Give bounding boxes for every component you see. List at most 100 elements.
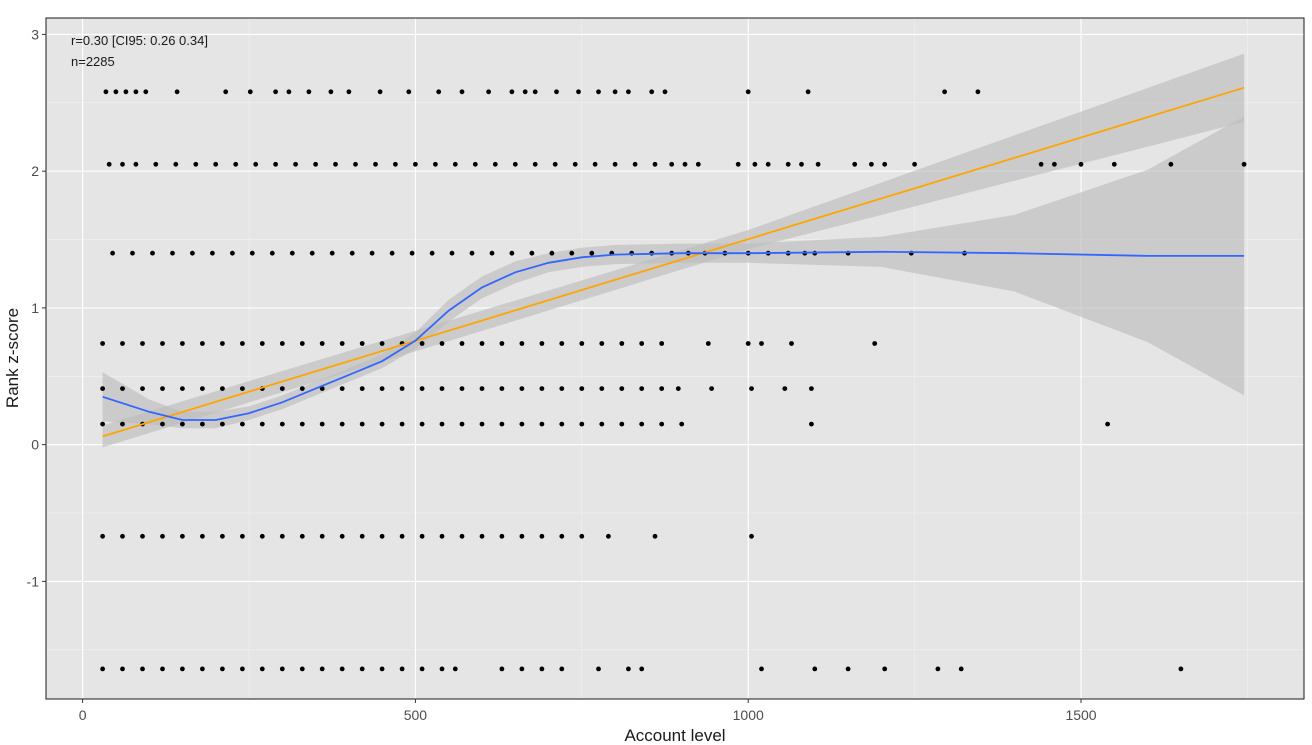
data-point (293, 161, 298, 167)
data-point (912, 161, 917, 167)
data-point (682, 161, 688, 167)
data-point (539, 386, 545, 391)
data-point (150, 250, 155, 256)
data-point (359, 341, 365, 346)
data-point (359, 386, 365, 391)
data-point (429, 250, 435, 256)
data-point (1168, 161, 1174, 167)
data-point (174, 89, 180, 95)
data-point (389, 250, 395, 256)
y-tick-label: 0 (31, 437, 39, 453)
data-point (749, 386, 754, 391)
data-point (499, 533, 505, 539)
data-point (489, 250, 495, 256)
y-tick-label: 2 (31, 163, 39, 179)
y-axis-title: Rank z-score (3, 308, 22, 408)
data-point (346, 89, 352, 95)
data-point (1178, 666, 1184, 672)
data-point (492, 161, 498, 167)
data-point (273, 161, 278, 167)
data-point (279, 666, 285, 672)
data-point (180, 341, 185, 346)
data-point (559, 386, 565, 391)
data-point (223, 89, 229, 95)
data-point (759, 341, 764, 346)
data-point (626, 89, 631, 95)
data-point (1078, 161, 1084, 167)
data-point (120, 666, 125, 672)
data-point (439, 386, 445, 391)
data-point (299, 533, 305, 539)
data-point (419, 341, 425, 346)
data-point (413, 161, 418, 167)
data-point (339, 666, 345, 672)
data-point (160, 666, 165, 672)
data-point (522, 89, 528, 95)
data-point (359, 533, 365, 539)
data-point (529, 250, 535, 256)
data-point (143, 89, 149, 95)
data-point (596, 666, 601, 672)
data-point (539, 666, 545, 672)
data-point (286, 89, 292, 95)
data-point (377, 89, 383, 95)
data-point (612, 89, 618, 95)
data-point (745, 341, 751, 346)
data-point (123, 89, 129, 95)
data-point (509, 89, 515, 95)
data-point (809, 421, 814, 427)
data-point (554, 89, 559, 95)
loess-fit-line (102, 250, 1245, 421)
data-point (695, 161, 701, 167)
data-point (299, 421, 305, 427)
data-point (399, 666, 405, 672)
data-point (200, 341, 205, 346)
data-point (626, 666, 631, 672)
data-point (120, 386, 125, 391)
data-point (639, 341, 645, 346)
data-point (160, 421, 165, 427)
data-point (782, 386, 788, 391)
data-point (882, 666, 888, 672)
data-point (190, 250, 195, 256)
data-point (619, 386, 625, 391)
data-point (815, 161, 821, 167)
data-point (230, 250, 235, 256)
data-point (259, 666, 265, 672)
data-point (220, 386, 225, 391)
data-point (200, 386, 205, 391)
data-point (173, 161, 179, 167)
data-point (619, 421, 625, 427)
data-point (619, 341, 625, 346)
data-point (539, 341, 545, 346)
data-point (799, 161, 804, 167)
data-point (140, 533, 145, 539)
data-point (479, 533, 485, 539)
data-point (399, 533, 405, 539)
data-point (180, 666, 185, 672)
data-point (569, 250, 575, 256)
data-point (409, 250, 415, 256)
x-tick-label: 0 (79, 707, 87, 723)
data-point (133, 89, 139, 95)
data-point (140, 386, 145, 391)
data-point (785, 161, 791, 167)
data-point (519, 533, 525, 539)
data-point (309, 250, 315, 256)
data-point (592, 161, 598, 167)
data-point (449, 250, 455, 256)
data-point (200, 666, 205, 672)
data-point (519, 421, 525, 427)
data-point (399, 421, 405, 427)
data-point (882, 161, 888, 167)
data-point (639, 421, 645, 427)
data-point (220, 421, 225, 427)
data-point (599, 386, 605, 391)
x-axis-title: Account level (624, 726, 725, 745)
data-point (333, 161, 338, 167)
data-point (745, 89, 751, 95)
data-point (559, 533, 565, 539)
data-point (279, 341, 285, 346)
data-point (399, 386, 405, 391)
data-point (233, 161, 239, 167)
